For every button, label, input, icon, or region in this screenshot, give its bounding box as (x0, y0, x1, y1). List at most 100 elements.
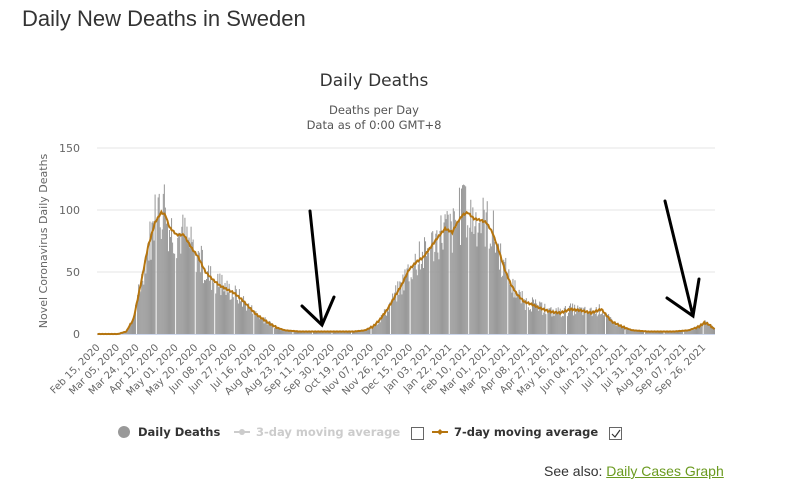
bar (680, 331, 682, 334)
bar (537, 306, 539, 334)
bar (241, 306, 244, 334)
bar (641, 330, 644, 334)
bar (244, 302, 246, 334)
bar (633, 329, 635, 334)
bar (451, 252, 453, 334)
bar (560, 317, 562, 334)
bar (570, 303, 572, 334)
bar (610, 317, 612, 334)
bar (139, 293, 141, 334)
bar (382, 313, 384, 334)
bar (363, 329, 365, 334)
see-also-label: See also: (544, 463, 603, 479)
bar (339, 331, 341, 334)
bar (254, 314, 256, 334)
bar (692, 328, 694, 334)
bar (500, 243, 502, 334)
bar (671, 331, 673, 334)
bar (446, 211, 448, 334)
bar (613, 321, 615, 334)
legend-ma3[interactable]: 3-day moving average (256, 425, 400, 439)
bar (590, 307, 592, 334)
bar (255, 311, 257, 334)
bar (461, 188, 463, 334)
bar (599, 314, 601, 334)
bar (539, 301, 541, 334)
bar (259, 319, 261, 334)
bar (152, 221, 154, 334)
chart-subtitle-2: Data as of 0:00 GMT+8 (307, 118, 442, 132)
bar (511, 292, 513, 334)
bar (405, 276, 407, 334)
bar (475, 212, 477, 334)
bar (501, 277, 503, 334)
bar (140, 291, 142, 334)
bar (629, 328, 631, 334)
bar (379, 322, 381, 334)
bar (473, 233, 475, 334)
bar (530, 311, 532, 334)
bar (294, 331, 296, 334)
bar (178, 232, 180, 334)
bar (677, 331, 680, 334)
daily-deaths-legend-icon[interactable] (118, 426, 130, 438)
bar (151, 222, 153, 334)
bar (419, 269, 421, 334)
bar (421, 251, 423, 334)
ma3-checkbox[interactable] (411, 427, 424, 440)
bar (706, 323, 708, 334)
bar (547, 312, 549, 334)
bar (555, 308, 557, 334)
bar (297, 331, 299, 334)
ma7-checkbox[interactable] (609, 427, 622, 440)
bar (638, 331, 640, 334)
bar (519, 291, 521, 334)
bar (619, 324, 621, 334)
bar (472, 207, 474, 334)
bar (441, 242, 443, 334)
bar (617, 322, 619, 334)
bar (134, 316, 136, 334)
bar (696, 327, 698, 334)
bar (346, 331, 348, 334)
bar (291, 330, 293, 334)
bar (355, 331, 357, 334)
bar (621, 327, 623, 334)
bar (474, 226, 476, 334)
bar (689, 328, 691, 334)
bar (614, 323, 616, 334)
bar (523, 299, 525, 334)
bar (176, 258, 178, 334)
bar (285, 331, 287, 334)
bar (572, 303, 574, 334)
bar (258, 316, 260, 334)
bar (415, 269, 417, 334)
bar (479, 221, 481, 334)
bar (192, 239, 194, 334)
bar (362, 330, 364, 334)
bar (220, 295, 222, 334)
bar (627, 328, 629, 334)
bar (277, 327, 280, 334)
bar (687, 331, 689, 334)
bar (323, 331, 325, 334)
bar (372, 327, 374, 334)
legend-daily-deaths[interactable]: Daily Deaths (138, 425, 220, 439)
bar (703, 321, 705, 334)
bar (385, 315, 387, 334)
bar (443, 222, 445, 334)
bar (279, 328, 281, 334)
daily-cases-graph-link[interactable]: Daily Cases Graph (606, 463, 724, 479)
bar (389, 302, 391, 334)
bar (238, 289, 240, 334)
bar (224, 282, 226, 334)
bar (408, 281, 410, 334)
bar (505, 257, 507, 334)
bar (452, 208, 454, 334)
legend-ma7[interactable]: 7-day moving average (454, 425, 598, 439)
bar (391, 300, 393, 334)
bar (411, 279, 413, 334)
bar (543, 312, 545, 334)
bar (154, 194, 156, 334)
bar (595, 307, 597, 334)
